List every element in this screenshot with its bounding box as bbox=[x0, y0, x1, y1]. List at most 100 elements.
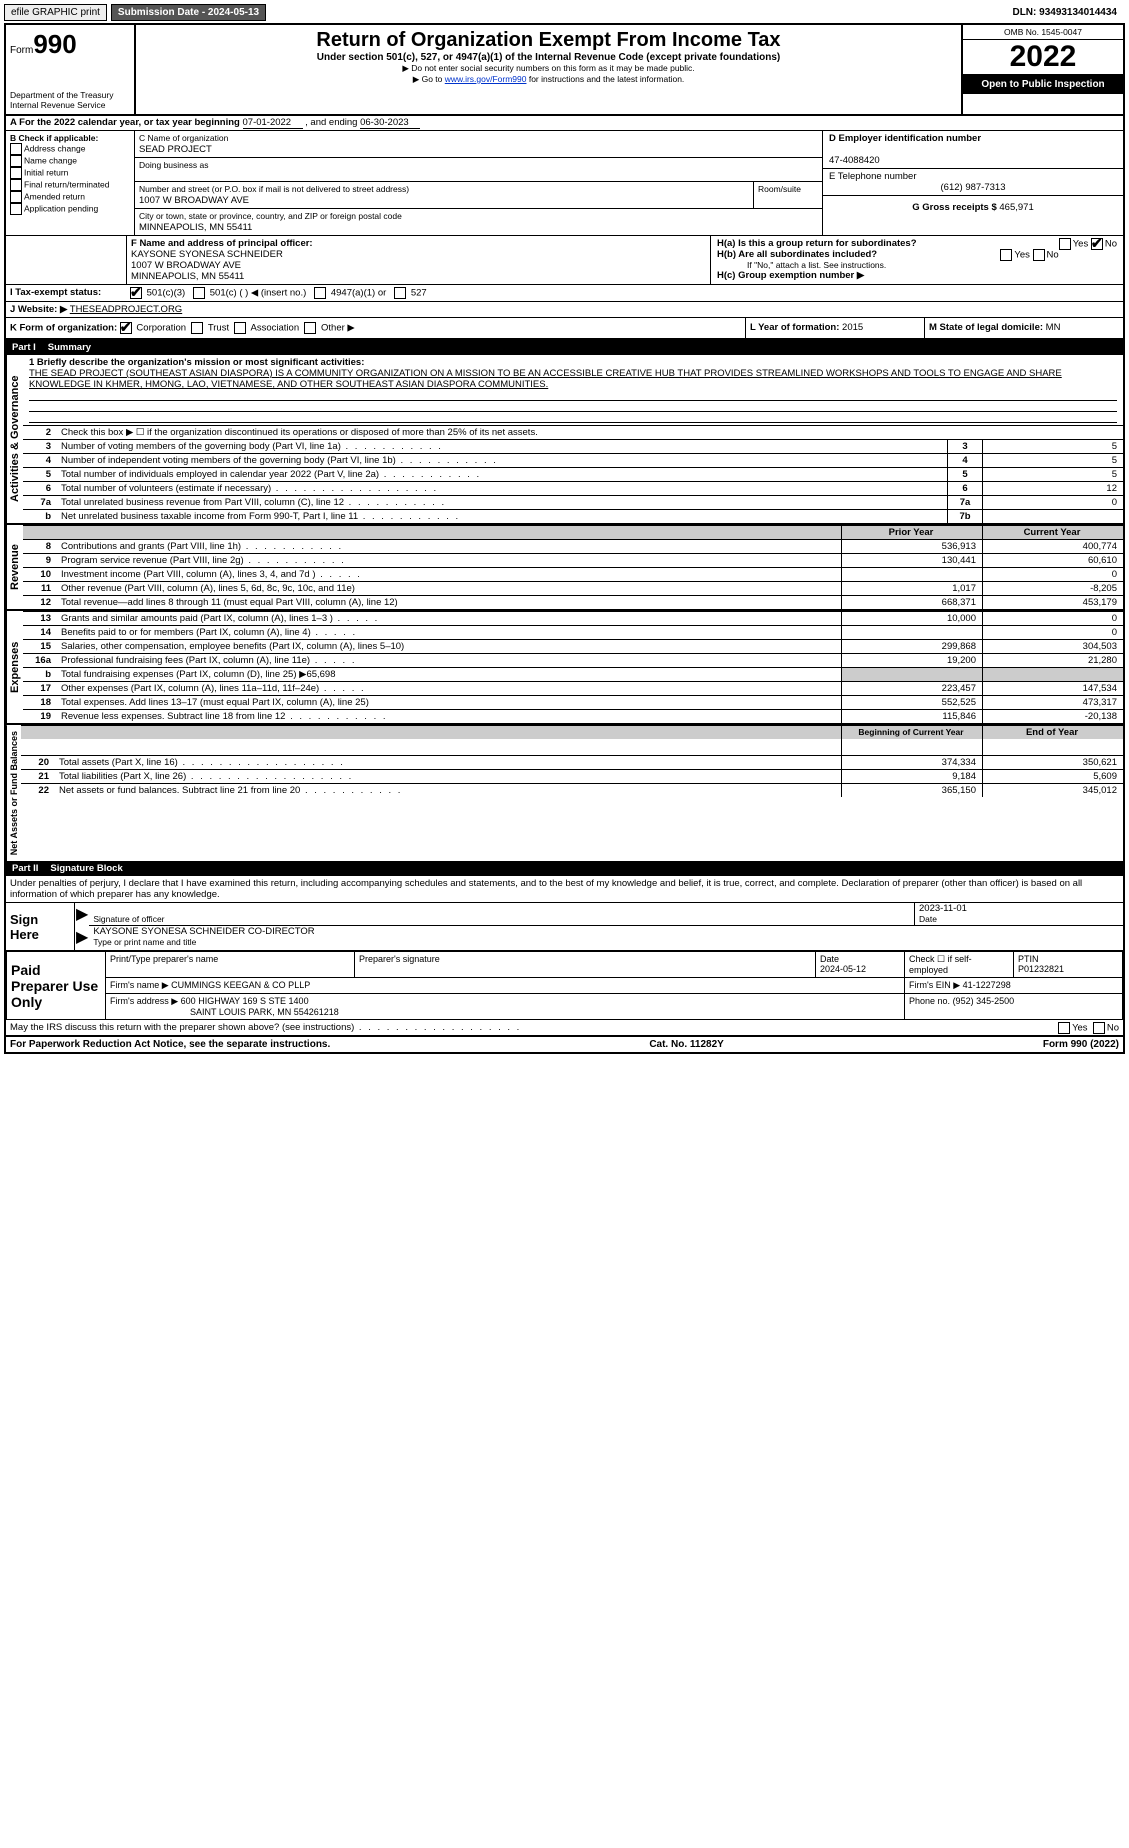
checkbox-initial[interactable] bbox=[10, 167, 22, 179]
d-label: D Employer identification number bbox=[829, 133, 981, 144]
mayirs-no[interactable] bbox=[1093, 1022, 1105, 1034]
rr11n: 11 bbox=[23, 582, 57, 596]
r6t: Total number of volunteers (estimate if … bbox=[61, 483, 438, 494]
r3b: 3 bbox=[948, 440, 983, 454]
re19t: Revenue less expenses. Subtract line 18 … bbox=[61, 711, 388, 722]
section-f: F Name and address of principal officer:… bbox=[127, 236, 711, 284]
r7bt: Net unrelated business taxable income fr… bbox=[61, 511, 460, 522]
rr11c: -8,205 bbox=[983, 582, 1124, 596]
re17t: Other expenses (Part IX, column (A), lin… bbox=[61, 683, 366, 694]
opt-initial: Initial return bbox=[24, 167, 68, 177]
period-end: 06-30-2023 bbox=[360, 117, 420, 129]
cb-501c[interactable] bbox=[193, 287, 205, 299]
re16an: 16a bbox=[23, 654, 57, 668]
footer-mid: Cat. No. 11282Y bbox=[649, 1039, 723, 1050]
rn20p: 374,334 bbox=[842, 756, 983, 770]
city-label: City or town, state or province, country… bbox=[139, 211, 402, 221]
firm-name-label: Firm's name ▶ bbox=[110, 980, 169, 990]
opt-assoc: Association bbox=[251, 323, 300, 334]
prep-sig-label: Preparer's signature bbox=[355, 951, 816, 978]
part1-num: Part I bbox=[12, 342, 36, 353]
rr8p: 536,913 bbox=[842, 540, 983, 554]
re17c: 147,534 bbox=[983, 682, 1124, 696]
cb-501c3[interactable] bbox=[130, 287, 142, 299]
part2-header: Part II Signature Block bbox=[6, 861, 1123, 876]
cb-527[interactable] bbox=[394, 287, 406, 299]
checkbox-final[interactable] bbox=[10, 179, 22, 191]
g-label: G Gross receipts $ bbox=[912, 202, 996, 213]
section-i: I Tax-exempt status: 501(c)(3) 501(c) ( … bbox=[6, 285, 1123, 302]
opt-trust: Trust bbox=[208, 323, 229, 334]
m-label: M State of legal domicile: bbox=[929, 322, 1043, 333]
sidelabel-rev: Revenue bbox=[6, 525, 23, 609]
firm-ein: 41-1227298 bbox=[963, 980, 1011, 990]
r5v: 5 bbox=[983, 468, 1124, 482]
cb-trust[interactable] bbox=[191, 322, 203, 334]
checkbox-pending[interactable] bbox=[10, 203, 22, 215]
section-c: C Name of organization SEAD PROJECT Doin… bbox=[135, 131, 822, 235]
l-label: L Year of formation: bbox=[750, 322, 839, 333]
cb-4947[interactable] bbox=[314, 287, 326, 299]
type-name-label: Type or print name and title bbox=[93, 937, 196, 947]
cb-other[interactable] bbox=[304, 322, 316, 334]
gov-table: 2Check this box ▶ ☐ if the organization … bbox=[23, 425, 1123, 523]
ha-no[interactable] bbox=[1091, 238, 1103, 250]
form-title-box: Return of Organization Exempt From Incom… bbox=[136, 25, 963, 114]
section-deg: D Employer identification number 47-4088… bbox=[822, 131, 1123, 235]
r4n: 4 bbox=[23, 454, 57, 468]
checkbox-amended[interactable] bbox=[10, 191, 22, 203]
r4t: Number of independent voting members of … bbox=[61, 455, 498, 466]
cb-corp[interactable] bbox=[120, 322, 132, 334]
prep-phone: (952) 345-2500 bbox=[953, 996, 1015, 1006]
firm-addr1: 600 HIGHWAY 169 S STE 1400 bbox=[181, 996, 309, 1006]
r5n: 5 bbox=[23, 468, 57, 482]
opt-name: Name change bbox=[24, 155, 77, 165]
rn21t: Total liabilities (Part X, line 26) bbox=[59, 771, 353, 782]
section-l: L Year of formation: 2015 bbox=[746, 318, 925, 338]
e-label: E Telephone number bbox=[829, 171, 917, 182]
col-end: End of Year bbox=[983, 726, 1124, 740]
re15n: 15 bbox=[23, 640, 57, 654]
hb-no[interactable] bbox=[1033, 249, 1045, 261]
mayirs-yes[interactable] bbox=[1058, 1022, 1070, 1034]
col-begin: Beginning of Current Year bbox=[842, 726, 983, 740]
check-self: Check ☐ if self-employed bbox=[905, 951, 1014, 978]
opt-501c3: 501(c)(3) bbox=[147, 288, 186, 299]
website-link[interactable]: THESEADPROJECT.ORG bbox=[70, 304, 182, 315]
j-label: J Website: ▶ bbox=[10, 304, 67, 315]
section-h: H(a) Is this a group return for subordin… bbox=[711, 236, 1123, 284]
rr11t: Other revenue (Part VIII, column (A), li… bbox=[57, 582, 842, 596]
may-irs-row: May the IRS discuss this return with the… bbox=[6, 1020, 1123, 1036]
checkbox-name[interactable] bbox=[10, 155, 22, 167]
q2-text: Check this box ▶ ☐ if the organization d… bbox=[57, 426, 1123, 440]
mission-text: THE SEAD PROJECT (SOUTHEAST ASIAN DIASPO… bbox=[29, 368, 1062, 390]
room-label: Room/suite bbox=[758, 184, 801, 194]
rn20c: 350,621 bbox=[983, 756, 1124, 770]
opt-corp: Corporation bbox=[136, 323, 186, 334]
part1-header: Part I Summary bbox=[6, 340, 1123, 355]
form-id-box: Form990 Department of the Treasury Inter… bbox=[6, 25, 136, 114]
hb-note: If "No," attach a list. See instructions… bbox=[717, 260, 1117, 270]
hb-yes[interactable] bbox=[1000, 249, 1012, 261]
paid-preparer-block: Paid Preparer Use Only Print/Type prepar… bbox=[6, 950, 1123, 1020]
exp-table: 13Grants and similar amounts paid (Part … bbox=[23, 611, 1123, 723]
part2-num: Part II bbox=[12, 863, 38, 874]
rr11p: 1,017 bbox=[842, 582, 983, 596]
footer: For Paperwork Reduction Act Notice, see … bbox=[6, 1036, 1123, 1052]
opt-pending: Application pending bbox=[24, 203, 98, 213]
yes-1: Yes bbox=[1073, 239, 1089, 250]
re15c: 304,503 bbox=[983, 640, 1124, 654]
checkbox-addr[interactable] bbox=[10, 143, 22, 155]
rn22n: 22 bbox=[21, 784, 55, 798]
line1: 1 Briefly describe the organization's mi… bbox=[23, 355, 1123, 425]
rr8t: Contributions and grants (Part VIII, lin… bbox=[61, 541, 343, 552]
rr10t: Investment income (Part VIII, column (A)… bbox=[61, 569, 362, 580]
ha-yes[interactable] bbox=[1059, 238, 1071, 250]
re18t: Total expenses. Add lines 13–17 (must eq… bbox=[57, 696, 842, 710]
rr9n: 9 bbox=[23, 554, 57, 568]
irs-link[interactable]: www.irs.gov/Form990 bbox=[445, 74, 527, 84]
may-irs-text: May the IRS discuss this return with the… bbox=[10, 1022, 521, 1033]
cb-assoc[interactable] bbox=[234, 322, 246, 334]
re14n: 14 bbox=[23, 626, 57, 640]
rr12t: Total revenue—add lines 8 through 11 (mu… bbox=[57, 596, 842, 610]
